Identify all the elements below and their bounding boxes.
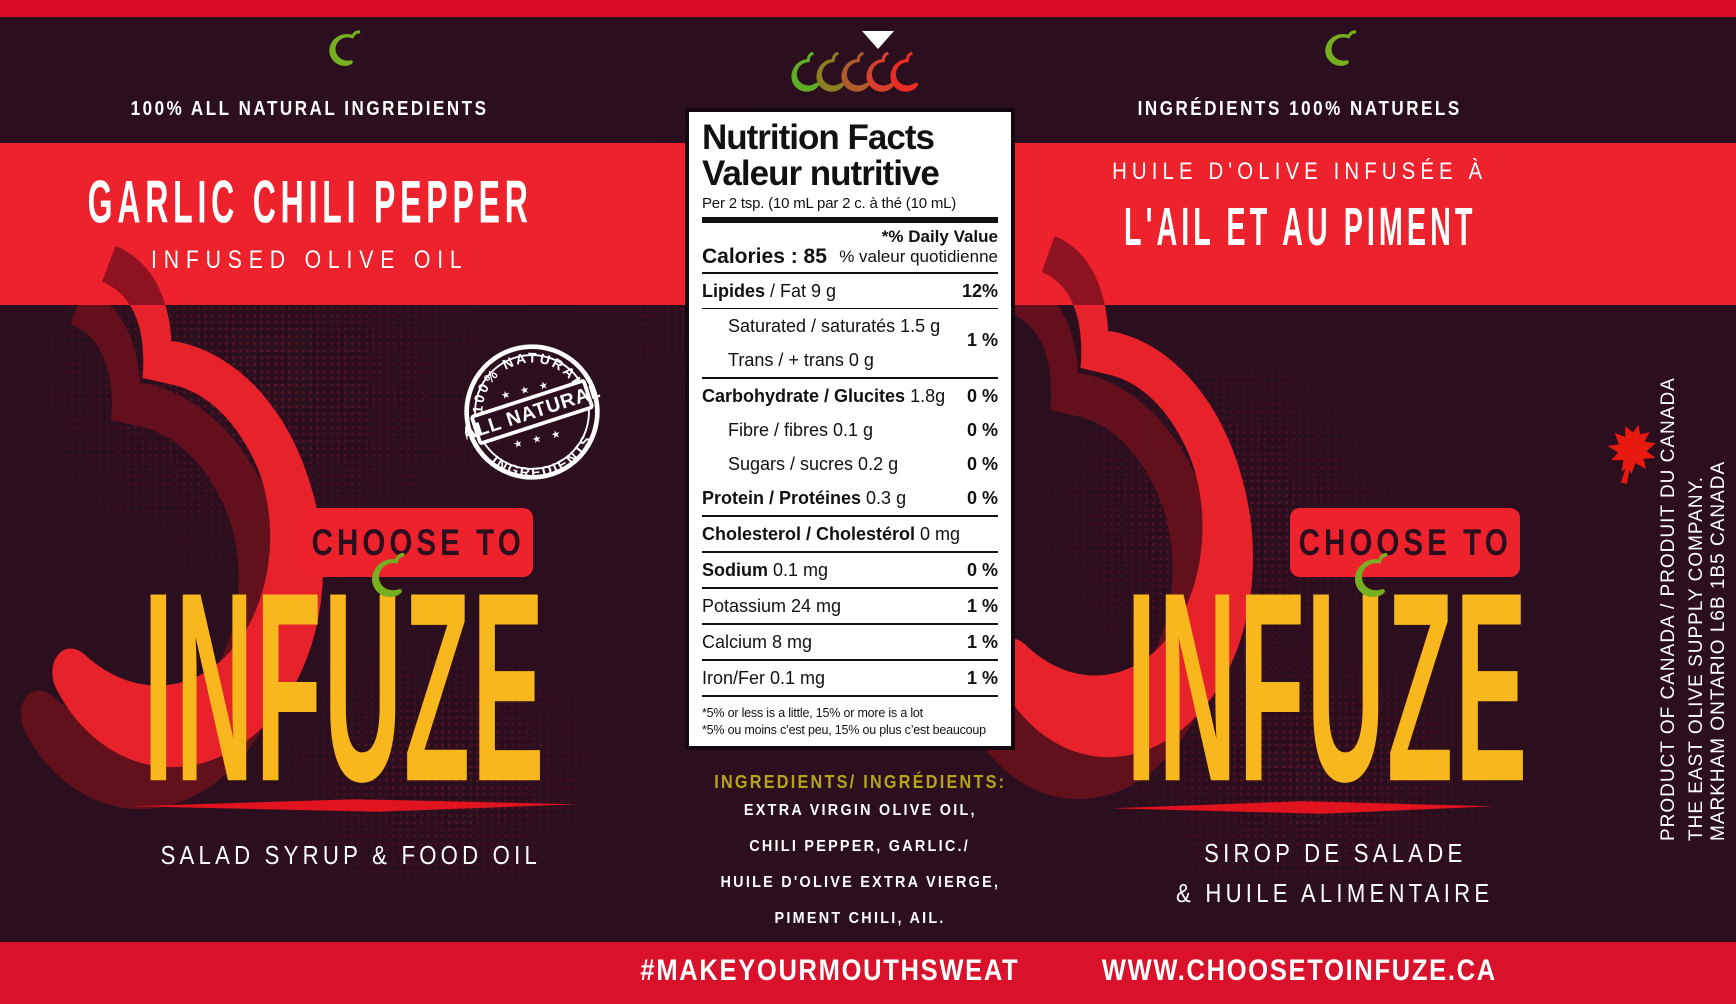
nutrition-row-iron: Iron/Fer 0.1 mg 1 % <box>702 661 998 697</box>
bottom-red-bar <box>0 942 1736 1004</box>
daily-value-note-fr: % valeur quotidienne <box>839 247 998 266</box>
serving-size: Per 2 tsp. (10 mL par 2 c. à thé (10 mL) <box>702 192 998 223</box>
ingredients-block: INGREDIENTS/ INGRÉDIENTS: EXTRA VIRGIN O… <box>690 772 1030 937</box>
producer-info-vertical: PRODUCT OF CANADA / PRODUIT DU CANADA TH… <box>1658 377 1730 841</box>
daily-value-header: *% Daily Value % valeur quotidienne Calo… <box>702 223 998 274</box>
tagline-natural-en: 100% ALL NATURAL INGREDIENTS <box>131 98 489 120</box>
ingredients-line: CHILI PEPPER, GARLIC./ <box>749 838 971 855</box>
ingredients-line: PIMENT CHILI, AIL. <box>774 910 946 927</box>
daily-value-percent: 0 % <box>966 560 998 580</box>
address-line: MARKHAM ONTARIO L6B 1B5 CANADA <box>1708 460 1729 841</box>
origin-line: PRODUCT OF CANADA / PRODUIT DU CANADA <box>1658 377 1679 841</box>
ingredients-heading: INGREDIENTS/ INGRÉDIENTS: <box>713 772 1007 792</box>
daily-value-percent: 0 % <box>966 420 998 440</box>
nutrition-row-cholesterol: Cholesterol / Cholestérol 0 mg <box>702 517 998 553</box>
nutrition-row-sugars: Sugars / sucres 0.2 g 0 % <box>728 454 998 474</box>
product-descriptor-en: SALAD SYRUP & FOOD OIL <box>160 840 542 870</box>
nutrition-row-fat: Lipides / Fat 9 g 12% <box>702 274 998 309</box>
daily-value-percent: 1 % <box>966 632 998 652</box>
nutrition-title-fr: Valeur nutritive <box>702 154 940 193</box>
daily-value-percent: 0 % <box>966 386 998 406</box>
hashtag-text: #MAKEYOURMOUTHSWEAT <box>640 954 1020 987</box>
daily-value-percent: 0 % <box>966 454 998 474</box>
all-natural-stamp: 100% NATURAL INGREDIENTS ★ ★ ★ ★ ★ ★ ALL… <box>458 336 606 491</box>
ingredients-line: EXTRA VIRGIN OLIVE OIL, <box>743 802 977 819</box>
nutrition-row-potassium: Potassium 24 mg 1 % <box>702 589 998 625</box>
nutrition-footnote: *5% or less is a little, 15% or more is … <box>702 706 986 737</box>
product-descriptor-fr-line2: & HUILE ALIMENTAIRE <box>1176 878 1494 908</box>
top-red-strip <box>0 0 1736 17</box>
daily-value-percent: 0 % <box>966 488 998 508</box>
calories: Calories : 85 <box>702 245 827 268</box>
nutrition-row-protein: Protein / Protéines 0.3 g 0 % <box>702 481 998 517</box>
flavor-title-fr: L'AIL ET AU PIMENT <box>1123 195 1477 258</box>
choose-to-badge-left: CHOOSE TO <box>303 508 533 577</box>
flavor-subtitle-en: INFUSED OLIVE OIL <box>151 246 469 274</box>
nutrition-row-sodium: Sodium 0.1 mg 0 % <box>702 553 998 589</box>
nutrition-title-en: Nutrition Facts <box>702 118 935 157</box>
website-text: WWW.CHOOSETOINFUZE.CA <box>1101 954 1497 987</box>
nutrition-row-saturated: Saturated / saturatés 1.5 g 1 % <box>728 316 998 350</box>
daily-value-percent: 1 % <box>966 330 998 350</box>
heat-pepper-5 <box>890 51 919 92</box>
tagline-natural-fr: INGRÉDIENTS 100% NATURELS <box>1137 98 1463 120</box>
nutrition-facts-panel: Nutrition Facts Valeur nutritive Per 2 t… <box>685 108 1015 750</box>
infuze-wordmark-right: INFUZE <box>1126 535 1530 838</box>
daily-value-percent: 1 % <box>966 668 998 688</box>
daily-value-percent: 12% <box>961 281 998 301</box>
infuze-wordmark-left: INFUZE <box>143 535 547 838</box>
company-line: THE EAST OLIVE SUPPLY COMPANY. <box>1686 475 1707 841</box>
flavor-subtitle-fr: HUILE D'OLIVE INFUSÉE À <box>1112 158 1488 185</box>
daily-value-note-en: *% Daily Value <box>881 227 998 246</box>
nutrition-row-fibre: Fibre / fibres 0.1 g 0 % <box>728 420 998 440</box>
flavor-title-en: GARLIC CHILI PEPPER <box>87 170 533 236</box>
choose-to-badge-right: CHOOSE TO <box>1290 508 1520 577</box>
ingredients-line: HUILE D'OLIVE EXTRA VIERGE, <box>720 874 1000 891</box>
nutrition-row-calcium: Calcium 8 mg 1 % <box>702 625 998 661</box>
green-pepper-icon <box>1320 21 1362 70</box>
nutrition-row-trans: Trans / + trans 0 g <box>702 343 998 379</box>
heat-scale-pointer <box>862 31 894 49</box>
daily-value-percent: 1 % <box>966 596 998 616</box>
product-descriptor-fr-line1: SIROP DE SALADE <box>1203 838 1467 868</box>
nutrition-row-carbohydrate: Carbohydrate / Glucites 1.8g 0 % <box>702 386 998 406</box>
